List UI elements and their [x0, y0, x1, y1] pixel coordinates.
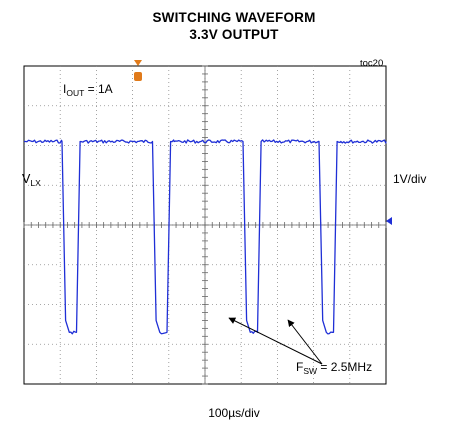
condition-sub: OUT — [66, 88, 85, 98]
frequency-sub: SW — [303, 366, 318, 376]
condition-label: IOUT = 1A — [63, 82, 113, 98]
figure-tag: toc20 — [360, 58, 384, 69]
grid — [23, 65, 387, 385]
markers — [134, 60, 392, 226]
chart-subtitle: 3.3V OUTPUT — [189, 27, 279, 42]
frequency-main: F — [296, 360, 304, 374]
frequency-annotation: FSW = 2.5MHz — [296, 360, 373, 376]
annotation-arrows — [228, 317, 323, 365]
trigger-marker — [134, 60, 142, 66]
annotation-arrow-left — [228, 317, 323, 365]
horizontal-scale-label: 100µs/div — [208, 406, 260, 420]
chart-title: SWITCHING WAVEFORM — [152, 10, 316, 25]
condition-value: = 1A — [84, 82, 113, 96]
trigger-marker-tag — [134, 72, 142, 81]
vertical-scale-label: 1V/div — [393, 172, 427, 186]
trace-label-sub: LX — [30, 178, 41, 188]
series-trace — [24, 139, 387, 335]
frequency-value: = 2.5MHz — [317, 360, 373, 374]
trace-label-main: V — [22, 172, 31, 186]
annotation-arrow-right — [287, 319, 323, 365]
ground-marker — [386, 217, 392, 226]
condition-main: I — [63, 82, 67, 96]
trace-label: VLX — [22, 172, 41, 188]
